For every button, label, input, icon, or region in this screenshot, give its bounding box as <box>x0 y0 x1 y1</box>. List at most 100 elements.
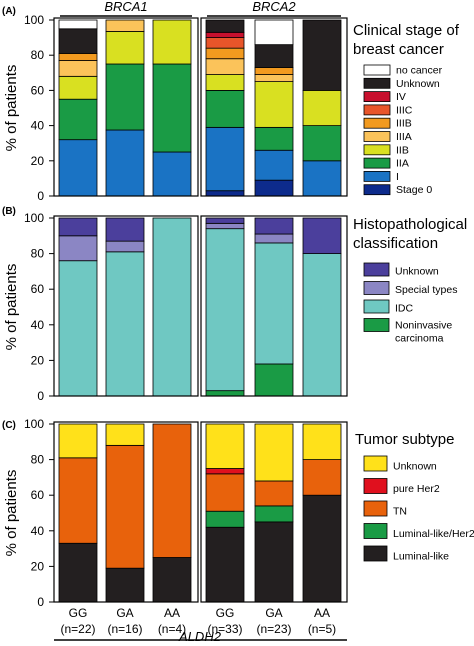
x-category-label: GG <box>69 606 88 620</box>
bar-segment-noninvasive-carcinoma <box>205 390 245 397</box>
legend-swatch <box>363 104 391 116</box>
x-category-count: (n=22) <box>60 622 95 636</box>
bar-segment-luminal-like-her2- <box>205 510 245 528</box>
axis-box <box>200 421 348 603</box>
y-axis-label: % of patients <box>3 264 20 351</box>
y-tick-label: 80 <box>31 453 45 467</box>
bar-segment-iib <box>58 75 98 100</box>
x-category-count: (n=33) <box>207 622 242 636</box>
y-tick-label: 100 <box>24 211 44 225</box>
panel-letter: (B) <box>2 206 16 217</box>
bar-segment-iia <box>254 126 294 151</box>
bar-segment-special-types <box>105 240 145 253</box>
bar-segment-unknown <box>302 423 342 460</box>
bar-segment-iiib <box>58 53 98 61</box>
legend-label: Luminal-like <box>393 551 449 563</box>
x-category-label: AA <box>164 606 180 620</box>
legend-swatch <box>363 318 390 332</box>
bar-segment-iiia <box>254 74 294 82</box>
y-tick-label: 60 <box>31 83 45 97</box>
legend-label: Unknown <box>393 461 437 473</box>
bar-segment-iia <box>58 98 98 141</box>
bar-segment-idc <box>302 253 342 397</box>
legend-swatch <box>363 77 391 89</box>
bar-segment-unknown <box>58 217 98 237</box>
bar-segment-iia <box>205 90 245 128</box>
legend-swatch <box>363 478 388 494</box>
axis-box <box>53 215 199 397</box>
legend-label: IIA <box>396 158 409 170</box>
bar-segment-unknown <box>302 19 342 91</box>
bar-segment-i <box>58 139 98 197</box>
bar-segment-tn <box>254 480 294 507</box>
bar-segment-i <box>105 129 145 197</box>
legend-label: Noninvasive <box>395 320 452 332</box>
legend-title: Histopathological <box>353 216 467 233</box>
y-tick-label: 0 <box>37 189 44 203</box>
y-tick-label: 40 <box>31 318 45 332</box>
axis-box <box>53 421 199 603</box>
y-tick-label: 80 <box>31 247 45 261</box>
legend-label: Luminal-like/Her2+ <box>393 528 474 540</box>
bar-segment-iiia <box>58 60 98 77</box>
y-tick-label: 0 <box>37 595 44 609</box>
bar-segment-stage-0 <box>254 179 294 197</box>
bar-segment-noninvasive-carcinoma <box>254 363 294 397</box>
y-axis-label: % of patients <box>3 65 20 152</box>
bar-segment-unknown <box>254 44 294 68</box>
x-category-count: (n=23) <box>256 622 291 636</box>
legend-label: IIIC <box>396 104 413 116</box>
y-tick-label: 100 <box>24 417 44 431</box>
x-category-label: GG <box>216 606 235 620</box>
bar-segment-luminal-like <box>105 567 145 603</box>
bar-segment-iia <box>152 63 192 153</box>
legend-label: no cancer <box>396 65 443 77</box>
legend-label: Special types <box>395 284 457 296</box>
bar-segment-iiic <box>205 37 245 49</box>
x-axis-label: ALDH2 <box>178 629 222 644</box>
bar-segment-unknown <box>205 19 245 33</box>
axis-box <box>200 215 348 397</box>
bar-segment-iia <box>105 63 145 131</box>
bar-segment-luminal-like <box>152 557 192 603</box>
bar-segment-iib <box>302 90 342 127</box>
legend-swatch <box>363 131 391 142</box>
bar-segment-unknown <box>58 423 98 459</box>
legend-swatch <box>363 91 391 102</box>
bar-segment-i <box>254 149 294 181</box>
legend-title: Tumor subtype <box>355 431 455 448</box>
bar-segment-i <box>302 160 342 197</box>
y-tick-label: 100 <box>24 13 44 27</box>
bar-segment-luminal-like <box>302 494 342 603</box>
bar-segment-tn <box>302 459 342 496</box>
legend-swatch <box>363 299 390 314</box>
bar-segment-no-cancer <box>254 19 294 46</box>
bar-segment-tn <box>58 457 98 544</box>
x-category-label: GA <box>116 606 133 620</box>
bar-segment-tn <box>105 444 145 569</box>
legend-swatch <box>363 545 388 562</box>
bar-segment-iib <box>254 81 294 128</box>
bar-segment-iv <box>205 31 245 38</box>
y-tick-label: 0 <box>37 389 44 403</box>
bar-segment-unknown <box>254 423 294 482</box>
axis-box <box>200 17 348 197</box>
bar-segment-luminal-like <box>254 521 294 603</box>
panel-letter: (A) <box>2 6 16 17</box>
y-tick-label: 20 <box>31 353 45 367</box>
bar-segment-tn <box>205 473 245 512</box>
legend-label: IIIB <box>396 118 412 130</box>
legend-swatch <box>363 117 391 129</box>
bar-segment-i <box>152 151 192 197</box>
bar-segment-unknown <box>205 217 245 224</box>
bar-segment-iib <box>105 31 145 65</box>
x-category-label: GA <box>265 606 282 620</box>
y-tick-label: 60 <box>31 488 45 502</box>
legend-label: Stage 0 <box>396 184 432 196</box>
legend-title: Clinical stage of <box>353 22 460 39</box>
legend-label: carcinoma <box>395 333 444 345</box>
bar-segment-iiia <box>205 58 245 75</box>
gene-label: BRCA1 <box>104 0 147 14</box>
bar-segment-iiib <box>254 67 294 75</box>
gene-label: BRCA2 <box>252 0 296 14</box>
